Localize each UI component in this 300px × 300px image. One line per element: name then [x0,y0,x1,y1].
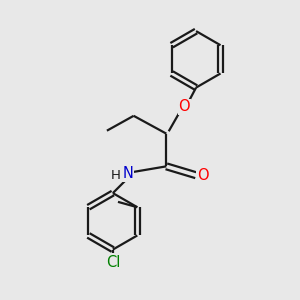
Text: N: N [122,166,133,181]
Text: O: O [178,99,190,114]
Text: H: H [110,169,120,182]
Text: Cl: Cl [106,255,120,270]
Text: O: O [197,168,208,183]
